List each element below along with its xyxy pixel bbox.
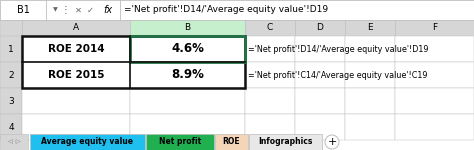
- FancyBboxPatch shape: [295, 62, 345, 88]
- FancyBboxPatch shape: [295, 20, 345, 36]
- FancyBboxPatch shape: [0, 134, 28, 150]
- Text: Net profit: Net profit: [159, 138, 201, 147]
- FancyBboxPatch shape: [0, 20, 22, 36]
- FancyBboxPatch shape: [22, 36, 130, 62]
- Text: ▼: ▼: [53, 8, 57, 12]
- FancyBboxPatch shape: [130, 36, 245, 62]
- FancyBboxPatch shape: [295, 36, 345, 62]
- Text: ='Net profit'!D14/'Average equity value'!D19: ='Net profit'!D14/'Average equity value'…: [248, 45, 428, 54]
- FancyBboxPatch shape: [345, 36, 395, 62]
- FancyBboxPatch shape: [245, 36, 295, 62]
- Text: ='Net profit'!D14/'Average equity value'!D19: ='Net profit'!D14/'Average equity value'…: [124, 6, 328, 15]
- FancyBboxPatch shape: [0, 36, 22, 62]
- Text: E: E: [367, 24, 373, 33]
- Text: fx: fx: [103, 5, 112, 15]
- FancyBboxPatch shape: [146, 134, 214, 150]
- FancyBboxPatch shape: [0, 114, 22, 140]
- FancyBboxPatch shape: [395, 36, 474, 62]
- FancyBboxPatch shape: [0, 0, 474, 20]
- FancyBboxPatch shape: [22, 20, 130, 36]
- FancyBboxPatch shape: [22, 114, 130, 140]
- FancyBboxPatch shape: [395, 20, 474, 36]
- FancyBboxPatch shape: [249, 134, 322, 150]
- Text: 8.9%: 8.9%: [171, 69, 204, 81]
- Text: ROE: ROE: [223, 138, 240, 147]
- FancyBboxPatch shape: [395, 62, 474, 88]
- Text: ✓: ✓: [86, 6, 93, 15]
- Text: C: C: [267, 24, 273, 33]
- Text: ✕: ✕: [74, 6, 82, 15]
- Text: ⋮: ⋮: [61, 5, 71, 15]
- FancyBboxPatch shape: [345, 88, 395, 114]
- Text: +: +: [328, 137, 337, 147]
- FancyBboxPatch shape: [395, 88, 474, 114]
- Text: 3: 3: [8, 96, 14, 105]
- FancyBboxPatch shape: [30, 134, 145, 150]
- FancyBboxPatch shape: [245, 114, 295, 140]
- Text: ◁  ▷: ◁ ▷: [7, 140, 21, 144]
- FancyBboxPatch shape: [395, 114, 474, 140]
- FancyBboxPatch shape: [22, 62, 130, 88]
- Text: ROE 2014: ROE 2014: [48, 44, 104, 54]
- Circle shape: [325, 135, 339, 149]
- FancyBboxPatch shape: [0, 0, 46, 20]
- FancyBboxPatch shape: [245, 88, 295, 114]
- Text: 1: 1: [8, 45, 14, 54]
- FancyBboxPatch shape: [130, 114, 245, 140]
- FancyBboxPatch shape: [345, 20, 395, 36]
- FancyBboxPatch shape: [345, 62, 395, 88]
- FancyBboxPatch shape: [0, 88, 22, 114]
- FancyBboxPatch shape: [130, 20, 245, 36]
- Text: 4: 4: [8, 123, 14, 132]
- FancyBboxPatch shape: [22, 88, 130, 114]
- Text: D: D: [317, 24, 323, 33]
- FancyBboxPatch shape: [120, 0, 474, 20]
- FancyBboxPatch shape: [215, 134, 248, 150]
- FancyBboxPatch shape: [0, 62, 22, 88]
- FancyBboxPatch shape: [245, 62, 295, 88]
- Text: B: B: [184, 24, 191, 33]
- Text: B1: B1: [17, 5, 29, 15]
- Text: 4.6%: 4.6%: [171, 42, 204, 56]
- FancyBboxPatch shape: [130, 88, 245, 114]
- FancyBboxPatch shape: [130, 62, 245, 88]
- Text: 2: 2: [8, 70, 14, 80]
- Text: ='Net profit'!C14/'Average equity value'!C19: ='Net profit'!C14/'Average equity value'…: [248, 70, 428, 80]
- FancyBboxPatch shape: [245, 20, 295, 36]
- Text: Infographics: Infographics: [258, 138, 313, 147]
- FancyBboxPatch shape: [46, 0, 120, 20]
- FancyBboxPatch shape: [295, 88, 345, 114]
- FancyBboxPatch shape: [295, 114, 345, 140]
- Text: F: F: [432, 24, 437, 33]
- FancyBboxPatch shape: [345, 114, 395, 140]
- Text: A: A: [73, 24, 79, 33]
- Text: ROE 2015: ROE 2015: [48, 70, 104, 80]
- Text: Average equity value: Average equity value: [42, 138, 134, 147]
